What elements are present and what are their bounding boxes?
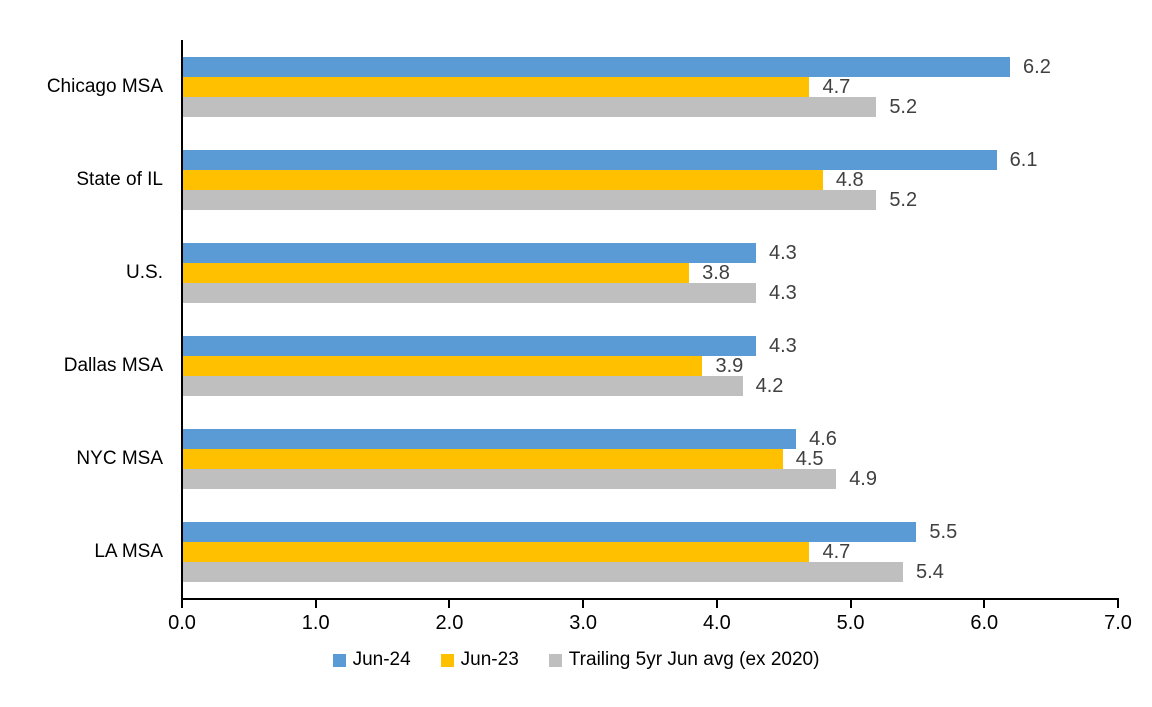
x-axis-tick-label: 5.0 <box>836 612 865 634</box>
bar-jun-24 <box>183 428 797 449</box>
legend-label: Jun-24 <box>352 649 411 670</box>
x-axis-tick-label: 3.0 <box>569 612 598 634</box>
legend-swatch-jun-24 <box>332 653 346 667</box>
value-label: 5.5 <box>929 520 958 543</box>
x-axis-tick-label: 2.0 <box>435 612 464 634</box>
category-label-state-of-il: State of IL <box>76 169 163 190</box>
x-axis-tick <box>849 598 852 608</box>
value-label: 4.5 <box>795 447 824 470</box>
value-label: 5.2 <box>889 95 918 118</box>
x-axis-tick-label: 0.0 <box>168 612 196 634</box>
bar-trailing-5yr-jun-avg-ex-2020 <box>183 189 877 210</box>
legend-item-trailing-5yr-jun-avg-ex-2020: Trailing 5yr Jun avg (ex 2020) <box>548 649 820 671</box>
value-label: 4.3 <box>768 241 797 264</box>
legend: Jun-24 Jun-23 Trailing 5yr Jun avg (ex 202… <box>0 649 1152 671</box>
category-label-dallas-msa: Dallas MSA <box>63 355 163 376</box>
value-label: 3.8 <box>702 261 730 284</box>
bar-jun-24 <box>183 242 756 263</box>
bar-trailing-5yr-jun-avg-ex-2020 <box>183 375 743 396</box>
bar-trailing-5yr-jun-avg-ex-2020 <box>183 96 877 117</box>
bar-jun-23 <box>183 76 810 97</box>
value-label: 4.8 <box>835 168 864 191</box>
bar-jun-23 <box>183 448 783 469</box>
bar-jun-24 <box>183 521 917 542</box>
x-axis-line <box>181 598 1119 600</box>
x-axis-tick <box>715 598 718 608</box>
value-label: 3.9 <box>715 354 744 377</box>
legend-item-jun-23: Jun-23 <box>440 649 519 671</box>
value-label: 4.7 <box>822 540 851 563</box>
bar-jun-23 <box>183 169 823 190</box>
bar-jun-23 <box>183 262 690 283</box>
x-axis-tick <box>448 598 451 608</box>
bar-jun-24 <box>183 56 1011 77</box>
bar-jun-23 <box>183 541 810 562</box>
value-label: 6.1 <box>1009 148 1038 171</box>
x-axis-tick <box>983 598 986 608</box>
value-label: 4.9 <box>849 467 877 490</box>
category-label-la-msa: LA MSA <box>94 541 163 562</box>
value-label: 4.6 <box>809 427 837 450</box>
category-label-u-s: U.S. <box>126 262 163 283</box>
category-label-chicago-msa: Chicago MSA <box>46 76 163 97</box>
value-label: 4.3 <box>768 334 797 357</box>
x-axis-tick-label: 4.0 <box>702 612 731 634</box>
legend-item-jun-24: Jun-24 <box>332 649 411 671</box>
value-label: 4.7 <box>822 75 851 98</box>
legend-swatch-jun-23 <box>440 653 454 667</box>
legend-swatch-trailing-5yr-jun-avg-ex-2020 <box>548 653 562 667</box>
value-label: 4.2 <box>755 374 784 397</box>
bar-trailing-5yr-jun-avg-ex-2020 <box>183 468 837 489</box>
x-axis-tick-label: 7.0 <box>1104 612 1132 634</box>
legend-label: Jun-23 <box>460 649 519 670</box>
x-axis-tick <box>314 598 317 608</box>
bar-jun-24 <box>183 335 756 356</box>
x-axis-tick-label: 1.0 <box>301 612 330 634</box>
value-label: 5.2 <box>889 188 918 211</box>
bar-trailing-5yr-jun-avg-ex-2020 <box>183 561 904 582</box>
y-axis-line <box>181 40 183 600</box>
x-axis-tick-label: 6.0 <box>970 612 999 634</box>
value-label: 4.3 <box>768 281 797 304</box>
x-axis-tick <box>582 598 585 608</box>
value-label: 5.4 <box>916 560 944 583</box>
bar-trailing-5yr-jun-avg-ex-2020 <box>183 282 756 303</box>
bar-jun-24 <box>183 149 997 170</box>
category-label-nyc-msa: NYC MSA <box>76 448 163 469</box>
x-axis-tick <box>181 598 183 608</box>
legend-label: Trailing 5yr Jun avg (ex 2020) <box>568 649 820 670</box>
value-label: 6.2 <box>1023 55 1051 78</box>
bar-jun-23 <box>183 355 703 376</box>
x-axis-tick <box>1117 598 1119 608</box>
